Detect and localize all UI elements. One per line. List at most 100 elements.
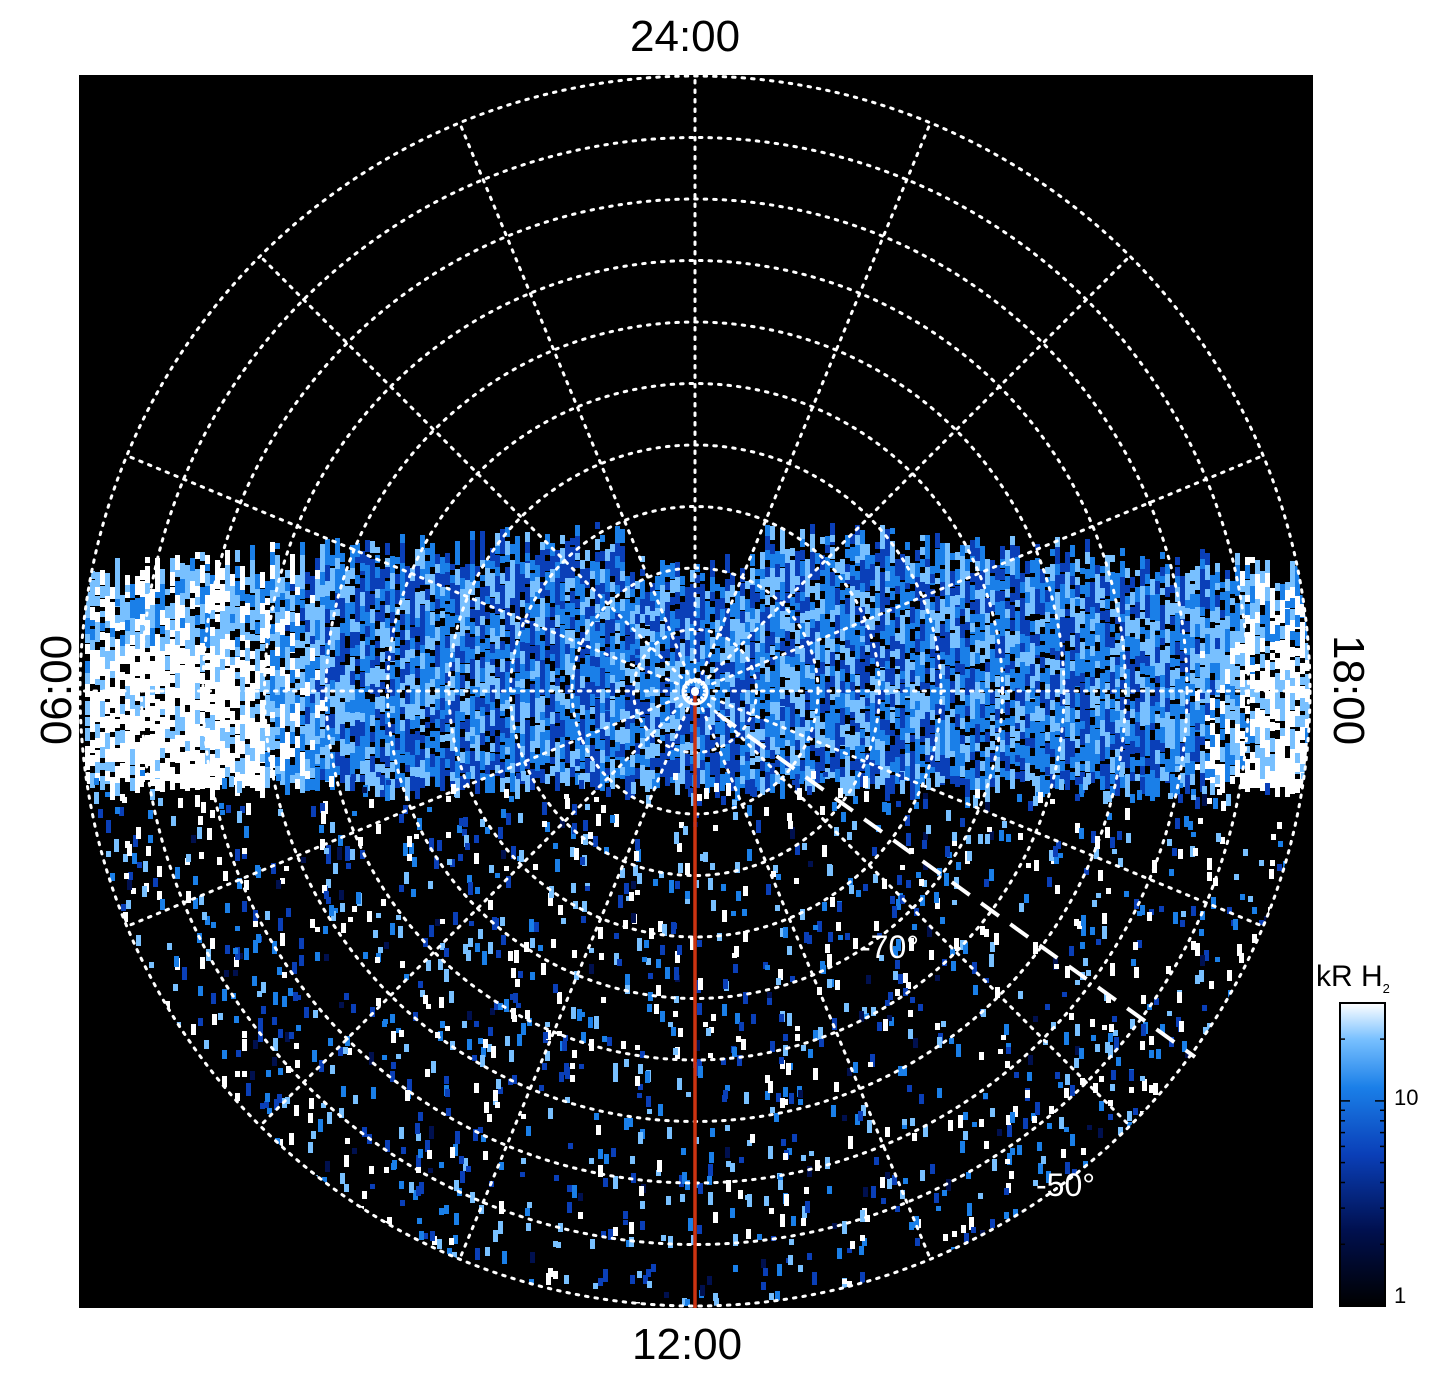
emission-pixel — [770, 590, 775, 597]
emission-pixel — [865, 578, 870, 591]
emission-pixel — [945, 758, 950, 772]
emission-pixel — [260, 683, 265, 692]
emission-pixel — [1275, 723, 1280, 730]
emission-pixel — [490, 561, 495, 569]
emission-pixel — [740, 652, 745, 666]
emission-pixel — [420, 569, 425, 581]
emission-pixel — [1150, 613, 1155, 620]
emission-pixel — [705, 708, 710, 722]
emission-pixel — [195, 691, 200, 698]
emission-pixel — [1085, 710, 1090, 733]
emission-pixel — [250, 718, 255, 736]
emission-pixel — [545, 664, 550, 683]
emission-pixel — [795, 755, 800, 776]
emission-pixel — [785, 576, 790, 592]
emission-pixel — [155, 685, 160, 694]
emission-pixel — [230, 665, 235, 688]
emission-pixel — [1080, 628, 1085, 638]
emission-pixel — [830, 535, 835, 542]
emission-pixel — [1110, 672, 1115, 689]
emission-pixel — [630, 655, 635, 661]
emission-pixel — [105, 621, 110, 628]
emission-pixel — [345, 648, 350, 654]
emission-pixel — [960, 744, 965, 756]
emission-pixel — [945, 727, 950, 749]
emission-pixel — [90, 678, 95, 684]
emission-pixel — [335, 656, 340, 675]
emission-pixel — [765, 724, 770, 744]
emission-pixel — [745, 645, 750, 664]
emission-pixel — [1275, 760, 1280, 780]
emission-pixel — [391, 1308, 396, 1314]
emission-pixel — [1070, 683, 1075, 700]
emission-pixel — [680, 744, 685, 760]
emission-pixel — [520, 679, 525, 696]
emission-pixel — [420, 653, 425, 675]
emission-pixel — [725, 672, 730, 685]
emission-pixel — [1025, 701, 1030, 716]
emission-pixel — [140, 597, 145, 616]
emission-pixel — [150, 695, 155, 703]
emission-pixel — [260, 700, 265, 719]
emission-pixel — [560, 564, 565, 578]
emission-pixel — [910, 670, 915, 682]
emission-pixel — [1225, 604, 1230, 621]
emission-pixel — [885, 695, 890, 704]
emission-pixel — [310, 750, 315, 769]
emission-pixel — [420, 550, 425, 564]
emission-pixel — [500, 659, 505, 672]
emission-pixel — [795, 654, 800, 665]
emission-pixel — [1175, 557, 1180, 565]
emission-pixel — [1225, 719, 1230, 732]
emission-pixel — [515, 610, 520, 618]
emission-pixel — [1170, 585, 1175, 593]
emission-pixel — [200, 629, 205, 651]
emission-pixel — [135, 632, 140, 654]
emission-pixel — [215, 667, 220, 682]
emission-pixel — [690, 732, 695, 749]
emission-pixel — [135, 619, 140, 631]
emission-pixel — [980, 735, 985, 742]
emission-pixel — [950, 571, 955, 587]
emission-pixel — [455, 604, 460, 620]
emission-pixel — [895, 559, 900, 582]
emission-pixel — [475, 597, 480, 610]
emission-pixel — [1150, 579, 1155, 598]
emission-pixel — [865, 753, 870, 767]
emission-pixel — [505, 672, 510, 692]
emission-pixel — [750, 554, 755, 566]
emission-pixel — [1240, 741, 1245, 764]
emission-pixel — [805, 597, 810, 619]
emission-pixel — [950, 633, 955, 649]
emission-pixel — [710, 710, 715, 725]
emission-pixel — [865, 711, 870, 730]
emission-pixel — [390, 679, 395, 696]
emission-pixel — [555, 772, 560, 791]
emission-pixel — [825, 727, 830, 745]
emission-pixel — [770, 737, 775, 751]
emission-pixel — [260, 776, 265, 798]
emission-pixel — [160, 679, 165, 686]
emission-pixel — [825, 545, 830, 553]
emission-pixel — [1065, 618, 1070, 639]
emission-pixel — [345, 665, 350, 683]
emission-pixel — [1230, 739, 1235, 757]
emission-pixel — [345, 728, 350, 748]
emission-pixel — [1040, 673, 1045, 682]
emission-pixel — [870, 719, 875, 728]
emission-pixel — [470, 659, 475, 674]
emission-pixel — [1045, 590, 1050, 606]
emission-pixel — [155, 634, 160, 645]
emission-pixel — [1300, 715, 1305, 734]
emission-pixel — [620, 529, 625, 543]
emission-pixel — [230, 614, 235, 628]
emission-pixel — [930, 610, 935, 625]
emission-pixel — [335, 550, 340, 563]
emission-pixel — [575, 696, 580, 709]
emission-pixel — [855, 556, 860, 563]
emission-pixel — [1075, 633, 1080, 652]
emission-pixel — [90, 629, 95, 647]
emission-pixel — [210, 677, 215, 689]
emission-pixel — [1270, 738, 1275, 752]
emission-pixel — [830, 705, 835, 724]
